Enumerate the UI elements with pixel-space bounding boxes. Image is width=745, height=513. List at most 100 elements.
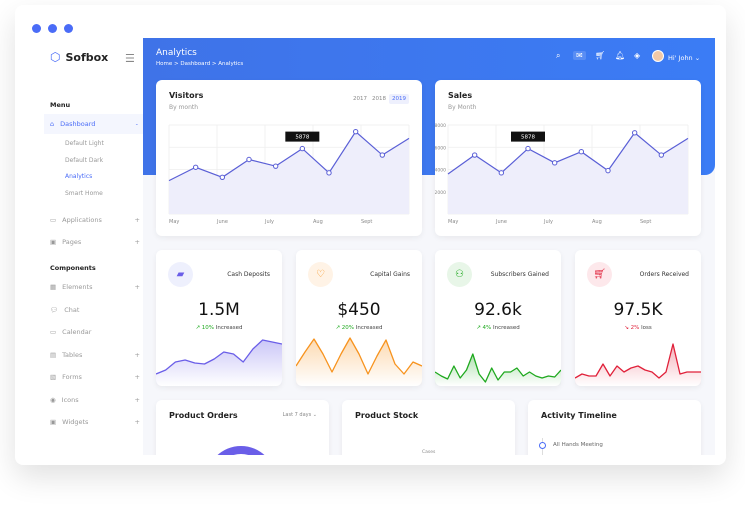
sidebar-item-forms[interactable]: ▧ Forms + <box>50 373 140 381</box>
data-point[interactable] <box>525 145 531 152</box>
data-point[interactable] <box>272 163 279 169</box>
avatar[interactable] <box>652 50 664 62</box>
year-tab-2019[interactable]: 2019 <box>389 94 409 104</box>
sidebar-item-elements[interactable]: ▦ Elements + <box>50 283 140 291</box>
sidebar-item-label: Applications <box>62 216 102 224</box>
sidebar-item-label: Dashboard <box>60 120 96 128</box>
menu-toggle-icon[interactable]: ☰ <box>125 52 135 65</box>
user-menu[interactable]: Hi' John ⌄ <box>668 54 700 62</box>
x-tick-label: Sept <box>361 219 372 225</box>
data-point[interactable] <box>192 164 199 170</box>
locate-icon[interactable]: ◈ <box>634 51 641 60</box>
home-icon: ⌂ <box>50 120 55 128</box>
bell-icon[interactable]: 🔔︎ <box>615 51 626 60</box>
card-subtitle: By Month <box>448 104 477 111</box>
mail-icon[interactable]: ✉ <box>573 51 586 60</box>
stat-value: 97.5K <box>613 300 663 320</box>
icons-icon: ◉ <box>50 395 56 404</box>
sparkline-area <box>156 340 282 386</box>
product-stock-card: Product Stock Cases <box>342 400 515 455</box>
stat-change: ↗ 10% Increased <box>156 325 282 331</box>
year-tab-2017[interactable]: 2017 <box>353 96 367 102</box>
sidebar-item-pages[interactable]: ▣ Pages + <box>50 238 140 246</box>
forms-icon: ▧ <box>50 373 57 381</box>
data-point[interactable] <box>471 152 478 158</box>
cart-icon[interactable]: 🛒︎ <box>595 51 606 60</box>
timeline-dot <box>539 442 546 449</box>
sidebar-item-calendar[interactable]: ▭ Calendar <box>50 328 140 336</box>
sales-card: Sales By Month 5878 May June July Aug Sept 800… <box>435 80 701 236</box>
stat-label: Cash Deposits <box>227 271 270 278</box>
menu-heading: Menu <box>50 101 71 109</box>
tooltip <box>285 131 320 142</box>
tooltip <box>511 131 545 142</box>
data-point[interactable] <box>658 152 665 158</box>
cart-icon: 🛒︎ <box>587 262 612 287</box>
sidebar-item-chat[interactable]: 💬︎ Chat <box>50 306 140 314</box>
chat-icon: 💬︎ <box>50 305 59 314</box>
search-icon[interactable]: ⌕ <box>556 51 561 60</box>
year-tab-2018[interactable]: 2018 <box>372 96 386 102</box>
series-line <box>168 130 410 182</box>
data-point[interactable] <box>299 145 306 152</box>
timeline-item: All Hands Meeting <box>553 442 603 448</box>
screen: ⬡ Sofbox ☰ Menu ⌂ Dashboard - Default Light… <box>22 38 715 455</box>
card-title: Product Orders <box>169 411 238 420</box>
activity-timeline-card: Activity Timeline All Hands Meeting <box>528 400 701 455</box>
expand-icon: + <box>134 216 140 224</box>
sparkline-area <box>575 344 701 386</box>
sparkline <box>435 353 561 386</box>
window-dot <box>32 24 41 33</box>
data-point[interactable] <box>578 149 585 155</box>
stat-percent: 10% <box>201 325 215 331</box>
x-tick-label: June <box>495 219 507 225</box>
series-line <box>447 131 689 175</box>
stat-card: ▰ Cash Deposits 1.5M ↗ 10% Increased <box>156 250 282 386</box>
data-point[interactable] <box>246 156 252 163</box>
sidebar: ⬡ Sofbox ☰ Menu ⌂ Dashboard - Default Light… <box>22 38 143 455</box>
sidebar-item-tables[interactable]: ▤ Tables + <box>50 351 140 359</box>
expand-icon: + <box>134 238 140 246</box>
sidebar-item-label: Elements <box>62 283 93 291</box>
stat-card: ⚇ Subscribers Gained 92.6k ↗ 4% Increase… <box>435 250 561 386</box>
stat-value: 92.6k <box>474 300 522 320</box>
sidebar-sub-default-dark[interactable]: Default Dark <box>65 157 104 164</box>
orders-filter-dropdown[interactable]: Last 7 days ⌄ <box>282 412 317 418</box>
sidebar-sub-analytics[interactable]: Analytics <box>65 173 93 180</box>
card-title: Visitors <box>169 91 204 100</box>
expand-icon: + <box>134 395 140 404</box>
widgets-icon: ▣ <box>50 418 57 426</box>
sidebar-item-widgets[interactable]: ▣ Widgets + <box>50 418 140 426</box>
tables-icon: ▤ <box>50 350 57 359</box>
logo[interactable]: ⬡ Sofbox <box>50 50 108 64</box>
stat-change-label: Increased <box>214 325 243 331</box>
sidebar-item-applications[interactable]: ▭ Applications + <box>50 216 140 224</box>
data-point[interactable] <box>326 170 332 176</box>
sidebar-sub-default-light[interactable]: Default Light <box>65 140 104 147</box>
sidebar-item-label: Chat <box>64 305 80 314</box>
data-point[interactable] <box>631 130 638 136</box>
data-point[interactable] <box>551 160 558 166</box>
data-point[interactable] <box>352 128 359 135</box>
data-point[interactable] <box>219 174 226 180</box>
stat-change-label: loss <box>639 325 652 331</box>
sidebar-item-dashboard[interactable]: ⌂ Dashboard - <box>44 114 143 134</box>
visitors-chart: 5878 May June July Aug Sept <box>168 124 410 225</box>
sidebar-sub-smart-home[interactable]: Smart Home <box>65 190 103 197</box>
data-point[interactable] <box>498 170 505 176</box>
data-point[interactable] <box>379 152 386 158</box>
sidebar-item-label: Tables <box>62 350 83 359</box>
sparkline-line <box>435 353 561 383</box>
data-point[interactable] <box>605 167 611 174</box>
sales-chart: 5878 May June July Aug Sept 8000 6000 4000 2000 <box>435 123 689 225</box>
sparkline-area <box>435 354 561 386</box>
stat-percent: 4% <box>482 325 492 331</box>
trend-up-icon: ↗ <box>335 325 341 331</box>
collapse-icon: - <box>135 120 138 128</box>
sidebar-item-icons[interactable]: ◉ Icons + <box>50 396 140 404</box>
breadcrumb[interactable]: Home > Dashboard > Analytics <box>156 61 244 67</box>
sparkline-line <box>296 337 422 375</box>
stat-card: 🛒︎ Orders Received 97.5K ↘ 2% loss <box>575 250 701 386</box>
x-tick-label: May <box>169 219 179 225</box>
expand-icon: + <box>134 373 140 381</box>
